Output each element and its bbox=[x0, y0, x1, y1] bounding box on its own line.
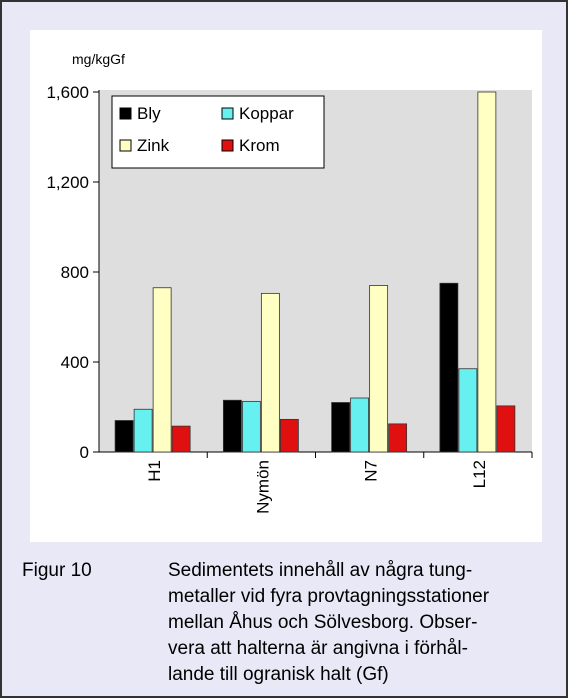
caption-line: lande till ogranisk halt (Gf) bbox=[168, 664, 389, 685]
bar bbox=[350, 397, 370, 453]
bar bbox=[241, 400, 261, 453]
y-tick-label: 400 bbox=[61, 353, 89, 372]
y-axis-unit: mg/kgGf bbox=[72, 51, 125, 67]
legend-swatch bbox=[119, 139, 132, 152]
bar bbox=[260, 292, 280, 453]
chart: mg/kgGf 0 400 800 1,200 1,600 H1 Nymön N7 L12 Bly… bbox=[30, 30, 542, 542]
bar bbox=[496, 405, 516, 453]
legend-label: Krom bbox=[239, 136, 280, 155]
bar bbox=[331, 402, 351, 453]
bar bbox=[152, 287, 172, 453]
legend-swatch bbox=[119, 107, 132, 120]
bar bbox=[114, 420, 134, 453]
bar bbox=[369, 285, 389, 453]
legend-swatch bbox=[221, 107, 234, 120]
y-tick-label: 800 bbox=[61, 263, 89, 282]
caption-label: Figur 10 bbox=[22, 560, 92, 581]
caption-line: vera att halterna är angivna i förhål- bbox=[168, 638, 468, 659]
legend-box bbox=[111, 95, 325, 169]
bar bbox=[477, 91, 497, 453]
legend-label: Koppar bbox=[239, 104, 294, 123]
caption-line: Sedimentets innehåll av några tung- bbox=[168, 560, 473, 581]
bar bbox=[439, 282, 459, 453]
legend-label: Zink bbox=[137, 136, 170, 155]
bar bbox=[133, 408, 153, 453]
x-tick-label: L12 bbox=[470, 460, 489, 488]
bar bbox=[279, 418, 299, 453]
legend-label: Bly bbox=[137, 104, 161, 123]
bar bbox=[171, 425, 191, 453]
bar bbox=[458, 368, 478, 453]
y-tick-label: 0 bbox=[80, 443, 89, 462]
y-tick-label: 1,600 bbox=[46, 83, 89, 102]
caption-line: metaller vid fyra provtagningsstationer bbox=[168, 586, 490, 607]
x-tick-label: Nymön bbox=[253, 460, 272, 514]
caption-text: Sedimentets innehåll av några tung-metal… bbox=[168, 558, 558, 688]
bar bbox=[388, 423, 408, 453]
x-tick-label: H1 bbox=[145, 460, 164, 482]
x-tick-label: N7 bbox=[362, 460, 381, 482]
caption-line: mellan Åhus och Sölvesborg. Obser- bbox=[168, 612, 478, 633]
y-tick-label: 1,200 bbox=[46, 173, 89, 192]
bar bbox=[222, 399, 242, 453]
legend-swatch bbox=[221, 139, 234, 152]
